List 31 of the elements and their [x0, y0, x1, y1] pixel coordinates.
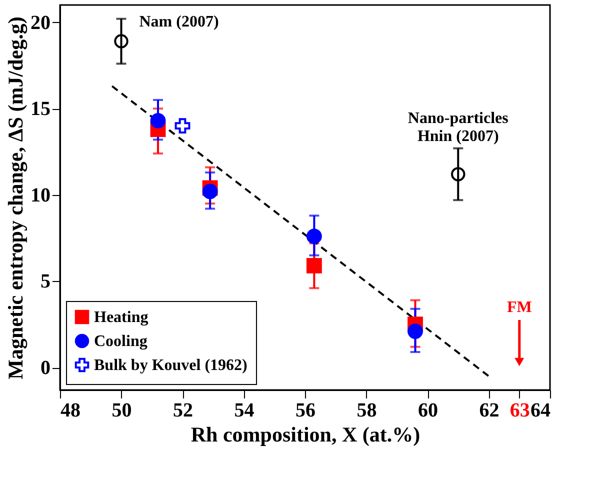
point: [408, 324, 423, 339]
x-tick-label: 62: [479, 400, 500, 422]
x-tick-label: 58: [356, 400, 377, 422]
point: [114, 34, 128, 48]
y-axis-title: Magnetic entropy change, ΔS (mJ/deg.g): [4, 16, 28, 380]
y-tick-label: 0: [40, 357, 50, 380]
x-axis-title: Rh composition, X (at.%): [190, 422, 420, 446]
point: [306, 258, 322, 274]
point: [150, 112, 166, 128]
x-tick-label: 50: [112, 400, 132, 422]
x-tick-label: 64: [530, 400, 550, 422]
x-tick-label: 54: [234, 400, 254, 422]
legend-label: Bulk by Kouvel (1962): [94, 357, 248, 374]
x-tick-label: 60: [418, 400, 438, 422]
y-tick-label: 15: [30, 98, 50, 120]
annotation: Nam (2007): [139, 13, 219, 30]
y-tick-label: 10: [30, 184, 50, 206]
y-tick-label: 5: [40, 270, 50, 293]
point: [174, 118, 190, 134]
point: [306, 228, 322, 244]
annotation: FM: [506, 299, 532, 316]
legend-label: Cooling: [94, 333, 148, 350]
x-tick-label: 52: [173, 400, 193, 422]
annotation: Nano-particles Hnin (2007): [408, 110, 508, 146]
x-tick-label: 56: [296, 400, 316, 422]
point: [202, 184, 218, 200]
x-tick-label: 48: [60, 400, 80, 422]
legend-label: Heating: [94, 309, 148, 326]
point: [451, 167, 466, 182]
x-tick-label: 63: [510, 400, 530, 422]
y-tick-label: 20: [30, 12, 50, 34]
